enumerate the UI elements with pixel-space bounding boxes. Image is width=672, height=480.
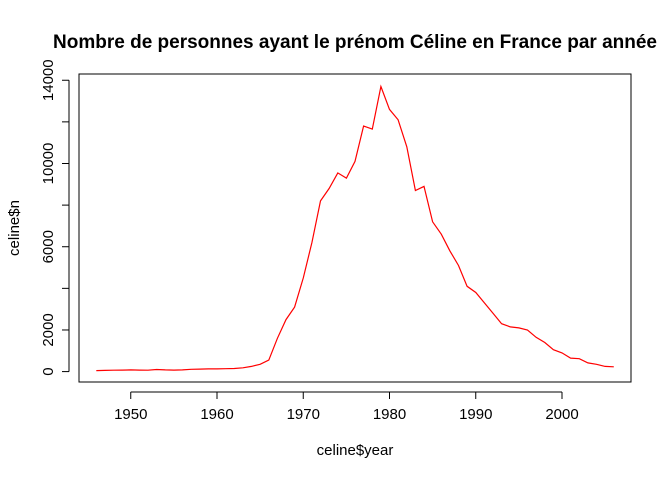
plot-frame [78, 73, 632, 383]
x-tick-label: 2000 [545, 406, 578, 423]
x-axis-label: celine$year [317, 442, 394, 459]
x-tick-label: 1970 [287, 406, 320, 423]
x-axis-ticks: 1950 1960 1970 1980 1990 2000 [114, 392, 579, 423]
y-tick-label: 2000 [40, 313, 57, 346]
x-tick-label: 1980 [373, 406, 406, 423]
y-tick-label: 14000 [40, 59, 57, 101]
y-axis-label: celine$n [6, 200, 23, 256]
y-tick-label: 6000 [40, 230, 57, 263]
y-axis-ticks: 0 2000 6000 10000 14000 [40, 59, 69, 376]
y-tick-label: 10000 [40, 143, 57, 185]
chart-title: Nombre de personnes ayant le prénom Céli… [53, 32, 657, 53]
x-tick-label: 1950 [114, 406, 147, 423]
x-tick-label: 1960 [200, 406, 233, 423]
y-tick-label: 0 [40, 367, 57, 375]
series-line [96, 84, 614, 372]
x-tick-label: 1990 [459, 406, 492, 423]
